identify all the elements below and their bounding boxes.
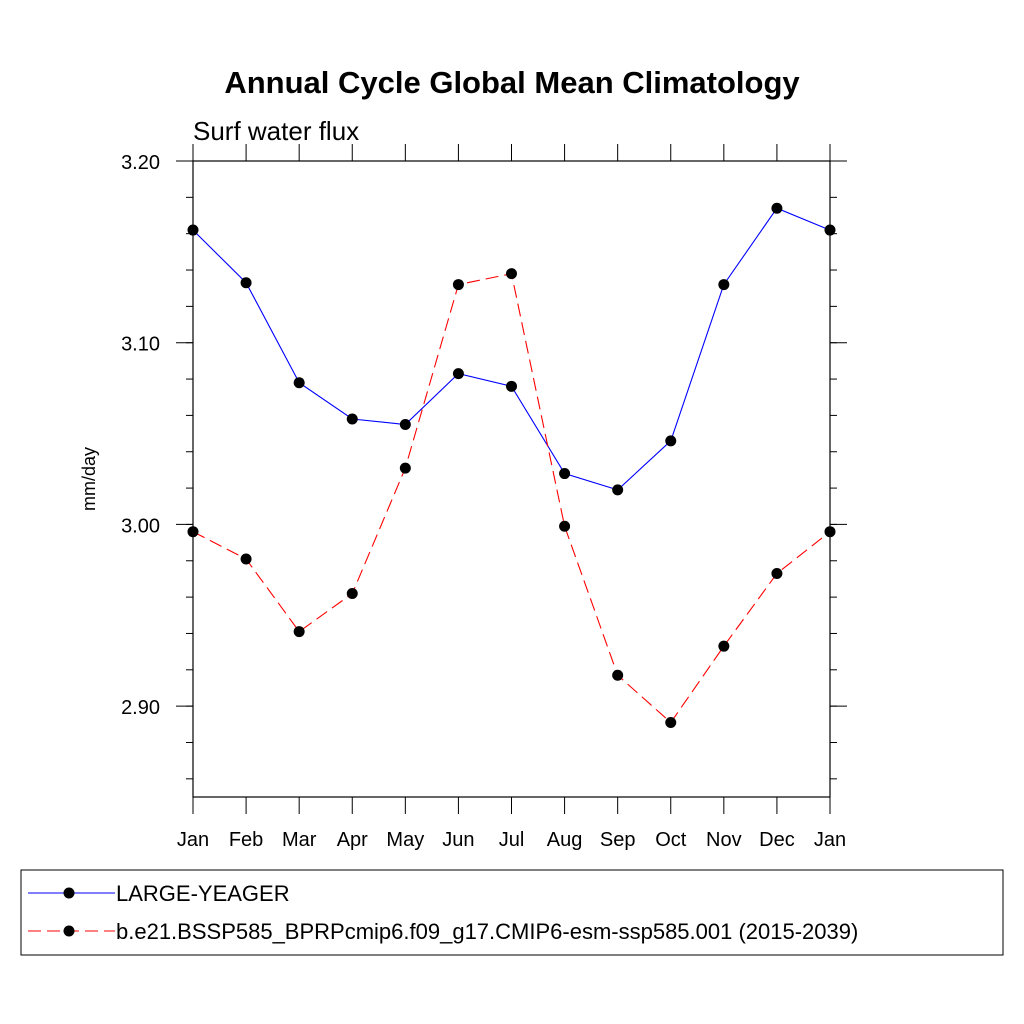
x-tick-label: Feb bbox=[229, 829, 263, 851]
series-1-point bbox=[771, 202, 783, 214]
series-lines bbox=[187, 202, 836, 728]
series-2-point bbox=[824, 526, 836, 538]
series-1-point bbox=[559, 468, 571, 480]
series-2-point bbox=[718, 640, 730, 652]
series-1-point bbox=[293, 377, 305, 389]
series-2-point bbox=[506, 268, 517, 280]
series-2-point bbox=[293, 626, 305, 638]
series-1-point bbox=[452, 368, 464, 380]
series-1-point bbox=[824, 224, 836, 236]
x-tick-label: Jan bbox=[177, 829, 209, 851]
chart-subtitle: Surf water flux bbox=[193, 116, 359, 146]
series-2-point bbox=[399, 462, 411, 474]
series-2-point bbox=[771, 567, 783, 579]
series-1-point bbox=[612, 484, 624, 496]
x-tick-label: Jul bbox=[499, 829, 525, 851]
series-2-point bbox=[559, 520, 571, 532]
y-tick-label: 3.20 bbox=[121, 152, 160, 174]
x-tick-label: Sep bbox=[600, 829, 636, 851]
series-2-point bbox=[612, 669, 624, 681]
series-line-2 bbox=[192, 273, 831, 724]
legend-marker-2 bbox=[63, 925, 75, 937]
y-tick-label: 3.10 bbox=[121, 334, 160, 356]
series-1-point bbox=[346, 413, 358, 425]
series-1-point bbox=[506, 380, 517, 392]
x-tick-label: Oct bbox=[655, 829, 687, 851]
chart-title: Annual Cycle Global Mean Climatology bbox=[224, 65, 800, 100]
x-tick-label: Dec bbox=[759, 829, 795, 851]
series-2-point bbox=[240, 553, 252, 565]
series-1-point bbox=[399, 418, 411, 430]
legend-box bbox=[20, 869, 1004, 956]
x-tick-label: Nov bbox=[706, 829, 742, 851]
y-axis-label: mm/day bbox=[79, 447, 99, 511]
series-2-point bbox=[346, 587, 358, 599]
legend-label-1: LARGE-YEAGER bbox=[116, 881, 290, 906]
x-tick-label: Jan bbox=[814, 829, 846, 851]
legend-label-2: b.e21.BSSP585_BPRPcmip6.f09_g17.CMIP6-es… bbox=[116, 919, 858, 944]
y-tick-label: 3.00 bbox=[121, 515, 160, 537]
series-2-point bbox=[665, 716, 677, 728]
plot-frame bbox=[192, 160, 831, 798]
x-tick-label: Apr bbox=[337, 829, 368, 851]
series-line-1 bbox=[192, 207, 831, 491]
x-tick-label: Mar bbox=[282, 829, 317, 851]
series-1-point bbox=[718, 279, 730, 291]
series-1-point bbox=[187, 224, 199, 236]
axis-ticks: Jan Feb Mar Apr May Jun Jul Aug Sep Oct Nov Dec Jan 3… bbox=[121, 144, 847, 851]
series-1-point bbox=[665, 435, 677, 447]
y-tick-label: 2.90 bbox=[121, 697, 160, 719]
series-2-point bbox=[187, 526, 199, 538]
legend-marker-1 bbox=[63, 887, 75, 899]
series-2-point bbox=[452, 279, 464, 291]
x-tick-label: Aug bbox=[547, 829, 583, 851]
x-tick-label: Jun bbox=[442, 829, 474, 851]
series-1-point bbox=[240, 277, 252, 289]
x-tick-label: May bbox=[386, 829, 424, 851]
legend: LARGE-YEAGER b.e21.BSSP585_BPRPcmip6.f09_… bbox=[20, 869, 1004, 956]
